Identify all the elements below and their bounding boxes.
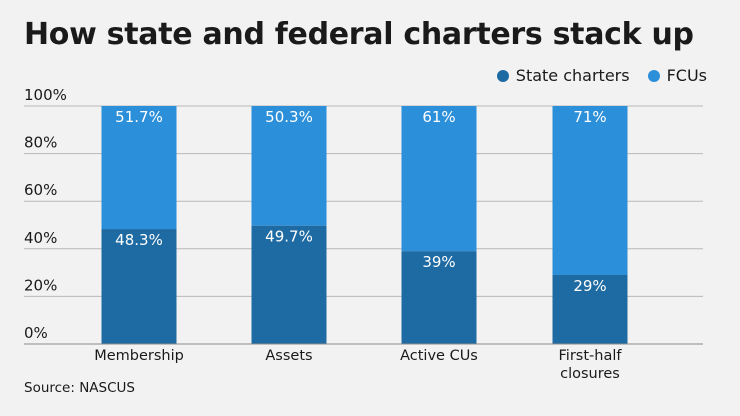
legend-item-state-charters: State charters [496,66,630,85]
x-tick-label: Membership [94,348,184,364]
legend-label-state-charters: State charters [515,66,630,85]
y-tick-label: 60% [24,181,57,199]
y-tick-label: 20% [24,276,57,294]
x-tick-label: Assets [265,348,312,364]
data-label-fcus: 71% [573,108,606,126]
x-tick-label: First-half [559,348,623,364]
bar-fcus [552,106,628,275]
y-tick-label: 40% [24,229,57,247]
data-label-state-charters: 29% [573,277,606,295]
x-tick-label: closures [560,366,620,382]
y-tick-label: 100% [24,86,67,104]
source-note: Source: NASCUS [24,380,135,396]
chart-legend: State charters FCUs [479,66,707,85]
bar-state-charters [251,225,327,344]
legend-item-fcus: FCUs [647,66,707,85]
legend-swatch-state-charters [496,69,509,82]
chart-title: How state and federal charters stack up [24,17,694,52]
bar-fcus [401,106,477,252]
bar-state-charters [101,229,177,344]
data-label-state-charters: 49.7% [265,228,313,246]
bar-fcus [101,106,177,230]
data-label-fcus: 61% [422,108,455,126]
data-label-state-charters: 39% [422,253,455,271]
bar-state-charters [401,251,477,344]
data-label-fcus: 51.7% [115,108,163,126]
y-tick-label: 80% [24,134,57,152]
legend-swatch-fcus [647,69,660,82]
data-label-fcus: 50.3% [265,108,313,126]
bar-state-charters [552,274,628,344]
legend-label-fcus: FCUs [666,66,707,85]
data-label-state-charters: 48.3% [115,231,163,249]
x-tick-label: Active CUs [400,348,478,364]
y-tick-label: 0% [24,324,48,342]
bar-fcus [251,106,327,226]
